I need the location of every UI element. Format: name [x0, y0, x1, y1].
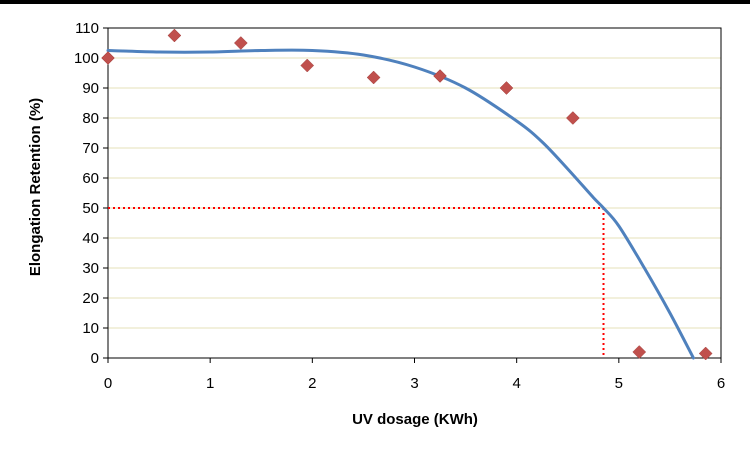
- x-tick-label: 0: [104, 375, 112, 392]
- data-point-diamond: [698, 346, 713, 361]
- y-tick-label: 40: [82, 230, 99, 247]
- x-tick-label: 3: [410, 375, 418, 392]
- data-point-diamond: [433, 69, 447, 83]
- y-axis-title: Elongation Retention (%): [27, 98, 44, 276]
- x-tick-label: 1: [206, 375, 214, 392]
- data-point-diamond: [366, 70, 381, 85]
- y-tick-label: 30: [82, 260, 99, 277]
- plot-area: [107, 27, 722, 359]
- x-tick-label: 6: [717, 375, 725, 392]
- ticks: 0 10 20 30 40 50 60 70 80 90 100 110 0 1 2 3 4 5 6: [74, 20, 725, 392]
- data-point-diamond: [167, 28, 182, 43]
- y-tick-label: 20: [82, 290, 99, 307]
- y-tick-label: 10: [82, 320, 99, 337]
- y-tick-label: 100: [74, 50, 99, 67]
- data-point-diamond: [632, 345, 647, 359]
- x-tick-label: 4: [512, 375, 520, 392]
- y-tick-label: 80: [82, 110, 99, 127]
- y-tick-label: 0: [91, 350, 99, 367]
- data-point-diamond: [499, 81, 514, 95]
- y-tick-label: 90: [82, 80, 99, 97]
- top-border: [0, 0, 750, 4]
- gridlines: [108, 57, 721, 329]
- fit-curve: [106, 48, 695, 360]
- x-axis-title: UV dosage (KWh): [352, 411, 478, 428]
- x-tick-label: 5: [615, 375, 623, 392]
- fit-curve-group: [106, 48, 695, 360]
- reference-lines: [108, 207, 605, 358]
- data-point-diamond: [101, 51, 115, 65]
- data-point-diamond: [566, 111, 580, 125]
- x-tick-label: 2: [308, 375, 316, 392]
- data-point-diamond: [233, 36, 248, 50]
- y-tick-label: 70: [82, 140, 99, 157]
- data-points: [101, 28, 713, 361]
- y-tick-label: 50: [82, 200, 99, 217]
- data-point-diamond: [300, 58, 315, 73]
- y-tick-label: 110: [75, 20, 99, 37]
- y-tick-label: 60: [82, 170, 99, 187]
